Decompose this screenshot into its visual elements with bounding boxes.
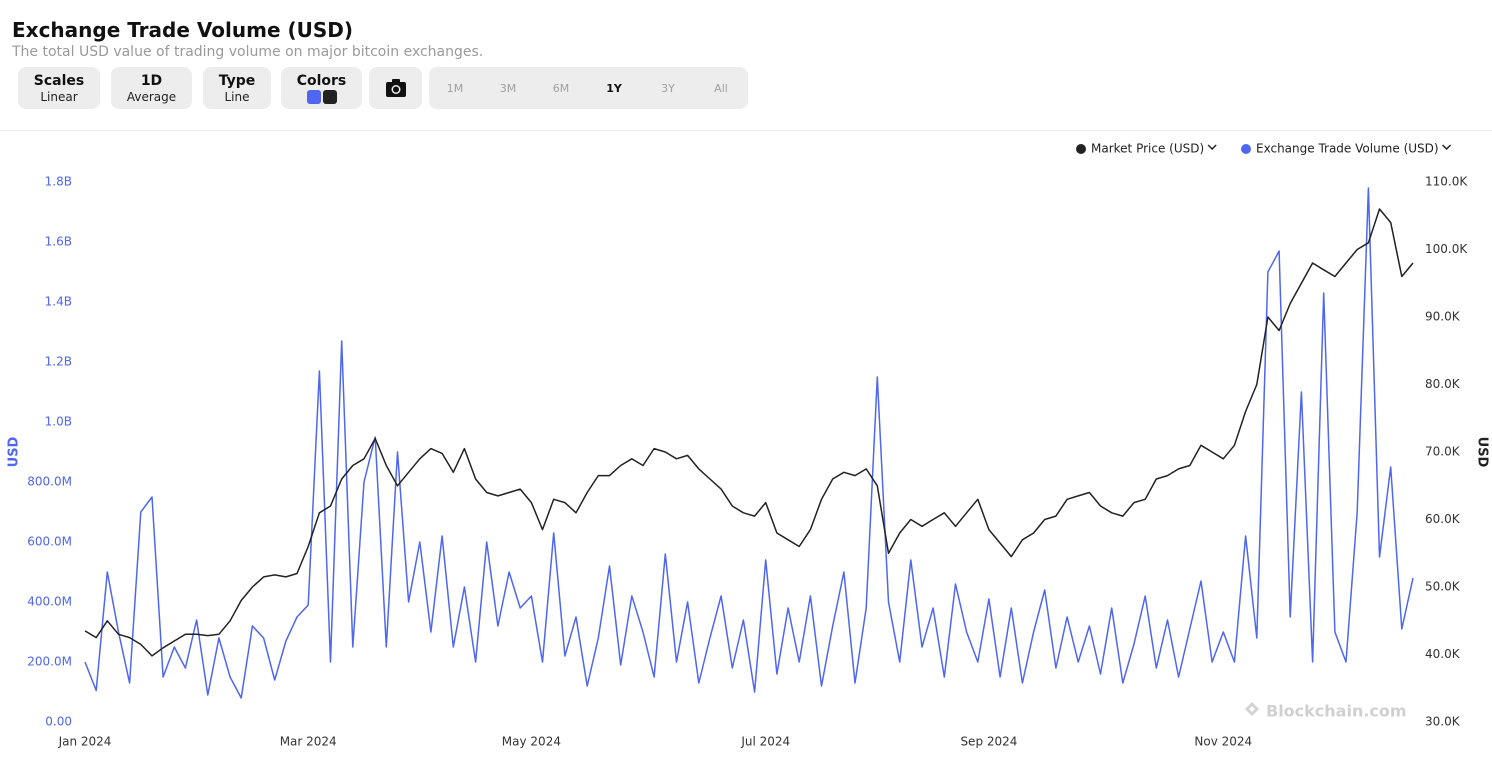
legend-dropdown[interactable] <box>1207 144 1217 151</box>
camera-icon <box>385 79 406 97</box>
y2-tick-label: 80.0K <box>1425 377 1461 391</box>
legend-dropdown[interactable] <box>1442 144 1452 151</box>
range-option[interactable]: 3M <box>499 82 517 95</box>
colors-button[interactable]: Colors <box>281 67 362 109</box>
y2-tick-label: 110.0K <box>1425 175 1468 189</box>
line-series <box>84 187 1414 699</box>
screenshot-button[interactable] <box>369 67 422 109</box>
y2-tick-label: 100.0K <box>1425 242 1468 256</box>
x-tick-label: Jan 2024 <box>58 735 112 749</box>
button-value: Line <box>224 90 250 104</box>
y-tick-label: 1.8B <box>45 175 72 189</box>
legend-marker <box>1076 144 1086 154</box>
y-tick-label: 1.0B <box>45 415 72 429</box>
legend-label[interactable]: Exchange Trade Volume (USD) <box>1256 142 1439 156</box>
separator <box>0 130 1492 131</box>
page-title: Exchange Trade Volume (USD) <box>12 18 353 42</box>
y-tick-label: 1.4B <box>45 295 72 309</box>
line-series <box>84 208 1414 657</box>
range-option[interactable]: All <box>714 82 728 95</box>
interval-button[interactable]: 1D Average <box>111 67 192 109</box>
x-tick-label: Jul 2024 <box>740 735 790 749</box>
legend-label[interactable]: Market Price (USD) <box>1091 142 1204 156</box>
x-tick-label: Mar 2024 <box>280 735 337 749</box>
page-subtitle: The total USD value of trading volume on… <box>12 44 484 60</box>
range-option[interactable]: 6M <box>552 82 570 95</box>
button-label: Scales <box>33 73 85 89</box>
y-tick-label: 0.00 <box>45 715 72 729</box>
type-button[interactable]: Type Line <box>203 67 271 109</box>
y2-tick-label: 30.0K <box>1425 715 1461 729</box>
legend-marker <box>1241 144 1251 154</box>
range-option[interactable]: 1M <box>446 82 464 95</box>
y2-tick-label: 70.0K <box>1425 445 1461 459</box>
watermark-logo <box>1245 702 1259 716</box>
y-axis-label: USD <box>7 436 22 467</box>
range-option[interactable]: 3Y <box>661 82 675 95</box>
y2-tick-label: 90.0K <box>1425 310 1461 324</box>
y2-axis-label: USD <box>1475 437 1490 468</box>
y-tick-label: 800.0M <box>27 475 72 489</box>
button-label: Type <box>218 73 256 89</box>
x-tick-label: May 2024 <box>502 735 561 749</box>
range-option[interactable]: 1Y <box>606 82 622 95</box>
y-tick-label: 400.0M <box>27 595 72 609</box>
y2-tick-label: 60.0K <box>1425 512 1461 526</box>
range-selector: 1M 3M 6M 1Y 3Y All <box>429 67 748 109</box>
x-tick-label: Nov 2024 <box>1194 735 1252 749</box>
button-label: Colors <box>296 73 347 89</box>
button-value: Average <box>126 90 177 104</box>
button-label: 1D <box>140 73 163 89</box>
button-value: Linear <box>40 90 78 104</box>
x-tick-label: Sep 2024 <box>960 735 1017 749</box>
y-tick-label: 1.2B <box>45 355 72 369</box>
color-swatch <box>306 90 321 104</box>
y-tick-label: 1.6B <box>45 235 72 249</box>
y2-tick-label: 40.0K <box>1425 647 1461 661</box>
y-tick-label: 200.0M <box>27 655 72 669</box>
watermark: Blockchain.com <box>1266 702 1407 721</box>
scales-button[interactable]: Scales Linear <box>18 67 100 109</box>
color-swatch <box>322 90 337 104</box>
y2-tick-label: 50.0K <box>1425 580 1461 594</box>
y-tick-label: 600.0M <box>27 535 72 549</box>
